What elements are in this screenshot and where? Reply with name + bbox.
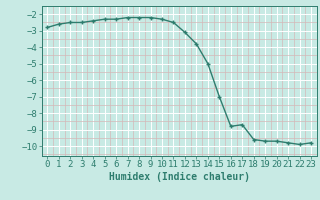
- X-axis label: Humidex (Indice chaleur): Humidex (Indice chaleur): [109, 172, 250, 182]
